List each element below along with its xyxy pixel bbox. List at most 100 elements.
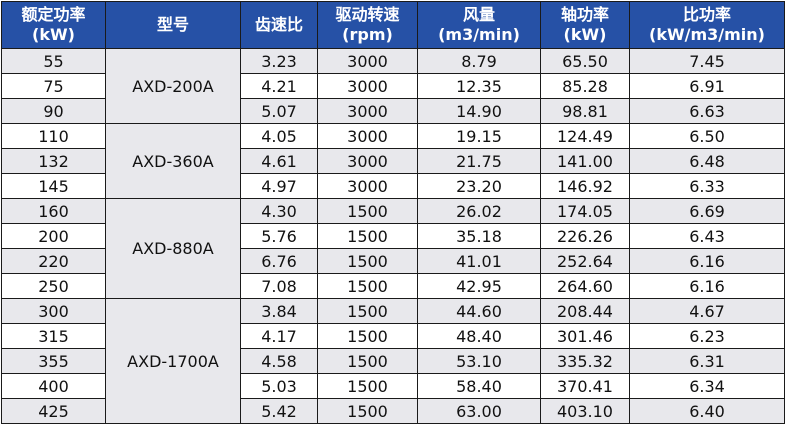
spec-table: 额定功率 (kW) 型号 齿速比 驱动转速 (rpm) 风量 (m3/min) 轴功率… xyxy=(1,1,785,424)
table-row: 425 5.42 1500 63.00 403.10 6.40 xyxy=(1,398,785,424)
cell-shaft: 124.49 xyxy=(540,123,630,149)
table-row: 90 5.07 3000 14.90 98.81 6.63 xyxy=(1,98,785,124)
cell-flow: 58.40 xyxy=(417,373,541,399)
cell-shaft: 226.26 xyxy=(540,223,630,249)
cell-shaft: 403.10 xyxy=(540,398,630,424)
cell-speed: 3000 xyxy=(317,98,418,124)
cell-speed: 3000 xyxy=(317,48,418,74)
header-specific-power: 比功率 (kW/m3/min) xyxy=(629,1,785,49)
cell-speed: 1500 xyxy=(317,298,418,324)
cell-shaft: 335.32 xyxy=(540,348,630,374)
cell-specific: 6.33 xyxy=(629,173,785,199)
cell-power: 400 xyxy=(1,373,106,399)
cell-shaft: 146.92 xyxy=(540,173,630,199)
cell-shaft: 174.05 xyxy=(540,198,630,224)
cell-flow: 35.18 xyxy=(417,223,541,249)
cell-flow: 26.02 xyxy=(417,198,541,224)
cell-shaft: 264.60 xyxy=(540,273,630,299)
cell-power: 132 xyxy=(1,148,106,174)
header-air-flow: 风量 (m3/min) xyxy=(417,1,541,49)
header-gear-ratio: 齿速比 xyxy=(240,1,318,49)
cell-model: AXD-880A xyxy=(105,198,241,299)
cell-ratio: 5.76 xyxy=(240,223,318,249)
cell-power: 200 xyxy=(1,223,106,249)
table-row: 160 AXD-880A 4.30 1500 26.02 174.05 6.69 xyxy=(1,198,785,299)
header-drive-speed: 驱动转速 (rpm) xyxy=(317,1,418,49)
cell-shaft: 85.28 xyxy=(540,73,630,99)
cell-shaft: 65.50 xyxy=(540,48,630,74)
cell-power: 355 xyxy=(1,348,106,374)
cell-flow: 12.35 xyxy=(417,73,541,99)
cell-ratio: 4.97 xyxy=(240,173,318,199)
cell-flow: 53.10 xyxy=(417,348,541,374)
cell-shaft: 141.00 xyxy=(540,148,630,174)
header-shaft-power: 轴功率 (kW) xyxy=(540,1,630,49)
cell-specific: 6.48 xyxy=(629,148,785,174)
cell-flow: 44.60 xyxy=(417,298,541,324)
header-row: 额定功率 (kW) 型号 齿速比 驱动转速 (rpm) 风量 (m3/min) 轴功率… xyxy=(1,1,785,49)
cell-flow: 48.40 xyxy=(417,323,541,349)
cell-speed: 1500 xyxy=(317,248,418,274)
cell-power: 300 xyxy=(1,298,106,324)
cell-power: 315 xyxy=(1,323,106,349)
cell-power: 160 xyxy=(1,198,106,224)
cell-ratio: 6.76 xyxy=(240,248,318,274)
cell-specific: 6.40 xyxy=(629,398,785,424)
cell-speed: 3000 xyxy=(317,148,418,174)
cell-speed: 1500 xyxy=(317,223,418,249)
table-row: 55 AXD-200A 3.23 3000 8.79 65.50 7.45 xyxy=(1,48,785,124)
cell-ratio: 4.61 xyxy=(240,148,318,174)
cell-power: 425 xyxy=(1,398,106,424)
cell-ratio: 3.84 xyxy=(240,298,318,324)
cell-speed: 3000 xyxy=(317,123,418,149)
cell-specific: 6.91 xyxy=(629,73,785,99)
cell-power: 145 xyxy=(1,173,106,199)
cell-speed: 1500 xyxy=(317,198,418,224)
cell-shaft: 208.44 xyxy=(540,298,630,324)
table-row: 75 4.21 3000 12.35 85.28 6.91 xyxy=(1,73,785,99)
cell-shaft: 98.81 xyxy=(540,98,630,124)
cell-ratio: 5.42 xyxy=(240,398,318,424)
cell-speed: 1500 xyxy=(317,398,418,424)
cell-specific: 6.43 xyxy=(629,223,785,249)
cell-shaft: 301.46 xyxy=(540,323,630,349)
cell-flow: 63.00 xyxy=(417,398,541,424)
table-row: 400 5.03 1500 58.40 370.41 6.34 xyxy=(1,373,785,399)
cell-power: 75 xyxy=(1,73,106,99)
cell-shaft: 252.64 xyxy=(540,248,630,274)
cell-ratio: 7.08 xyxy=(240,273,318,299)
cell-specific: 7.45 xyxy=(629,48,785,74)
header-rated-power: 额定功率 (kW) xyxy=(1,1,106,49)
cell-model: AXD-1700A xyxy=(105,298,241,424)
table-row: 300 AXD-1700A 3.84 1500 44.60 208.44 4.6… xyxy=(1,298,785,424)
cell-power: 250 xyxy=(1,273,106,299)
table-row: 315 4.17 1500 48.40 301.46 6.23 xyxy=(1,323,785,349)
cell-flow: 19.15 xyxy=(417,123,541,149)
cell-specific: 6.34 xyxy=(629,373,785,399)
cell-shaft: 370.41 xyxy=(540,373,630,399)
cell-specific: 6.16 xyxy=(629,248,785,274)
table-row: 220 6.76 1500 41.01 252.64 6.16 xyxy=(1,248,785,274)
cell-ratio: 4.58 xyxy=(240,348,318,374)
cell-speed: 3000 xyxy=(317,73,418,99)
cell-ratio: 4.21 xyxy=(240,73,318,99)
cell-ratio: 4.05 xyxy=(240,123,318,149)
cell-specific: 6.31 xyxy=(629,348,785,374)
cell-power: 220 xyxy=(1,248,106,274)
cell-power: 110 xyxy=(1,123,106,149)
cell-specific: 6.16 xyxy=(629,273,785,299)
table-row: 132 4.61 3000 21.75 141.00 6.48 xyxy=(1,148,785,174)
table-row: 250 7.08 1500 42.95 264.60 6.16 xyxy=(1,273,785,299)
table-row: 145 4.97 3000 23.20 146.92 6.33 xyxy=(1,173,785,199)
cell-ratio: 4.30 xyxy=(240,198,318,224)
cell-flow: 42.95 xyxy=(417,273,541,299)
cell-flow: 8.79 xyxy=(417,48,541,74)
cell-ratio: 4.17 xyxy=(240,323,318,349)
cell-specific: 6.69 xyxy=(629,198,785,224)
cell-speed: 3000 xyxy=(317,173,418,199)
cell-specific: 6.23 xyxy=(629,323,785,349)
cell-speed: 1500 xyxy=(317,323,418,349)
cell-model: AXD-200A xyxy=(105,48,241,124)
cell-speed: 1500 xyxy=(317,273,418,299)
cell-power: 90 xyxy=(1,98,106,124)
